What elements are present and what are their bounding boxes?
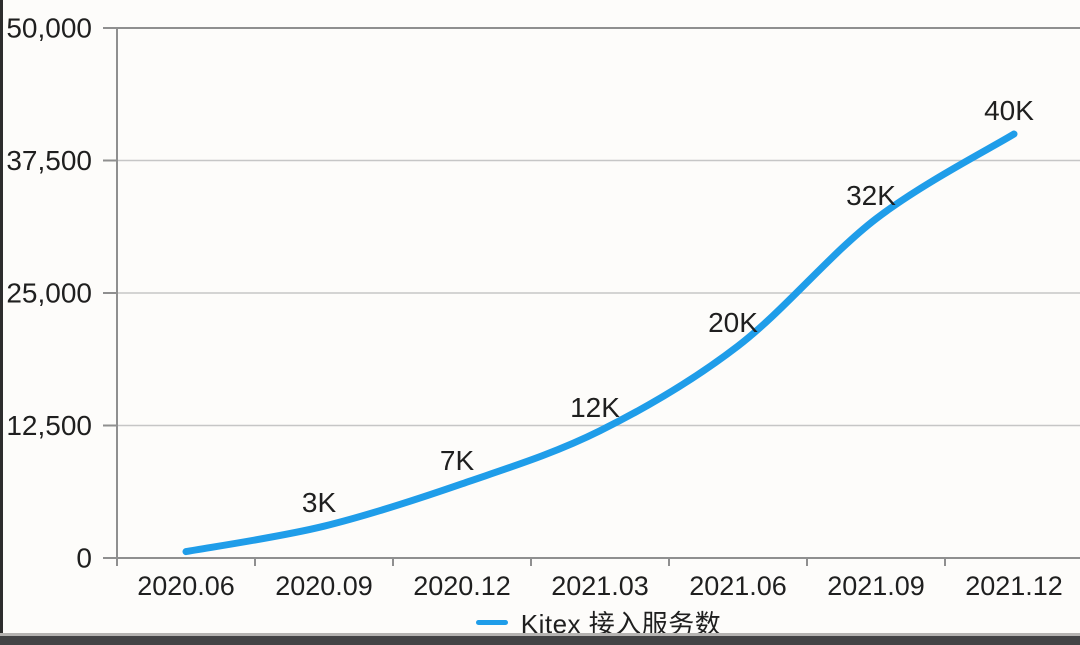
x-tick-label: 2021.12 bbox=[965, 571, 1063, 601]
x-tick-label: 2021.09 bbox=[827, 571, 925, 601]
x-tick-label: 2021.03 bbox=[551, 571, 649, 601]
y-tick-label: 37,500 bbox=[6, 145, 92, 176]
y-tick-label: 50,000 bbox=[6, 13, 92, 44]
x-tick-label: 2020.06 bbox=[137, 571, 235, 601]
data-point-label: 32K bbox=[846, 180, 896, 211]
data-point-label: 40K bbox=[984, 95, 1034, 126]
x-tick-label: 2020.12 bbox=[413, 571, 511, 601]
y-tick-label: 0 bbox=[76, 543, 92, 574]
series-line bbox=[182, 130, 1018, 556]
window-bottom-bar bbox=[0, 633, 1080, 645]
legend-line-marker bbox=[475, 619, 508, 625]
data-point-label: 7K bbox=[440, 445, 475, 476]
x-tick-label: 2020.09 bbox=[275, 571, 373, 601]
data-point-label: 20K bbox=[708, 307, 758, 338]
data-point-label: 3K bbox=[302, 487, 337, 518]
y-tick-label: 12,500 bbox=[6, 410, 92, 441]
data-point-label: 12K bbox=[570, 392, 620, 423]
window-left-edge bbox=[0, 0, 3, 645]
x-tick-label: 2021.06 bbox=[689, 571, 787, 601]
y-tick-label: 25,000 bbox=[6, 278, 92, 309]
